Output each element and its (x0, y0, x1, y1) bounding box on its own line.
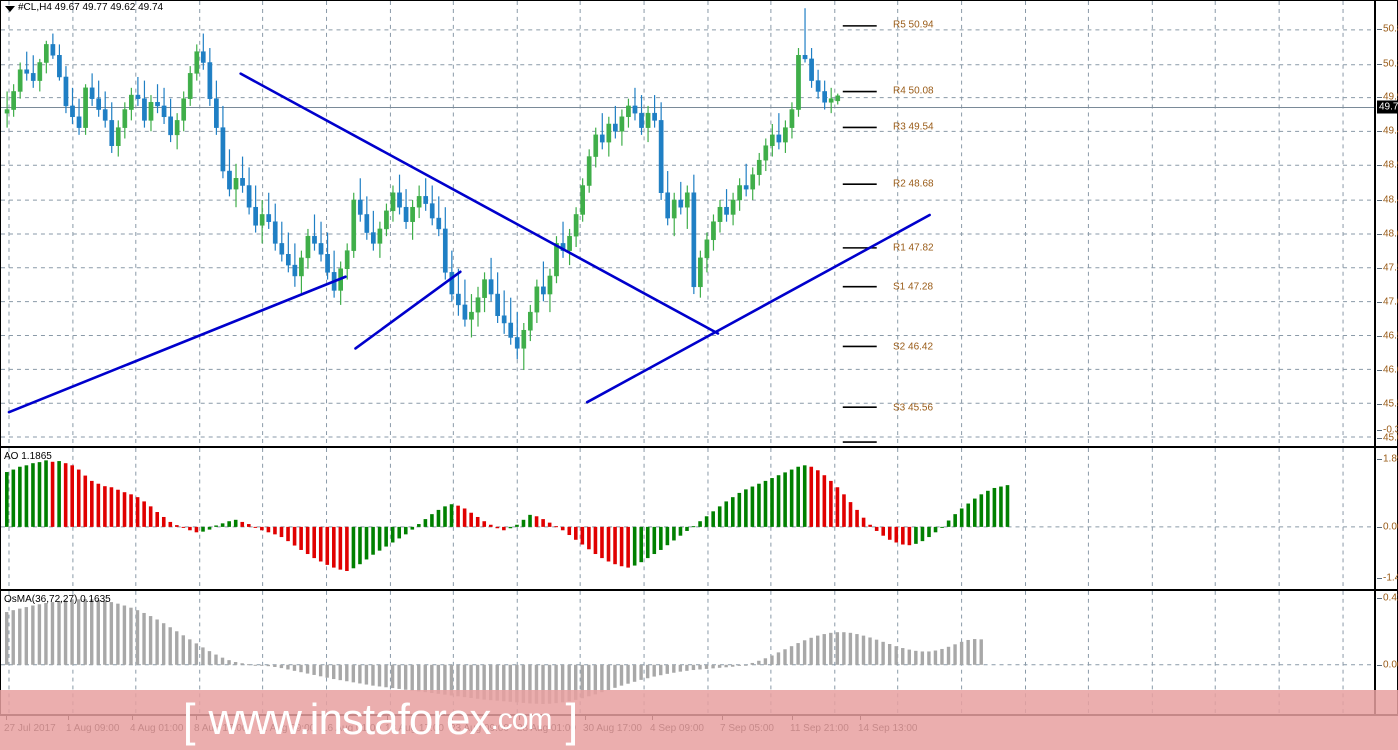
pivot-label-r1: R1 47.82 (893, 242, 934, 254)
axis-tick-mark (1377, 200, 1382, 201)
osma-label: OsMA(36,72,27) 0.1635 (4, 594, 111, 605)
time-tick-mark (519, 716, 520, 720)
axis-tick-mark (1377, 459, 1382, 460)
ao-tick-1: 1.895 (1383, 453, 1398, 465)
pivot-label-s3: S3 45.56 (893, 402, 934, 414)
time-label-13: 14 Sep 13:00 (858, 723, 918, 734)
axis-tick-mark (1377, 404, 1382, 405)
time-tick-mark (452, 716, 453, 720)
pivot-label-r5: R5 50.94 (893, 19, 934, 31)
time-tick-mark (860, 716, 861, 720)
osma-tick-1: 0.00 (1383, 659, 1398, 671)
axis-tick-mark (1377, 29, 1382, 30)
axis-tick-mark (1377, 165, 1382, 166)
price-tick-12: 45.05 (1383, 432, 1398, 444)
time-label-7: 23 Aug 09:00 (450, 723, 509, 734)
price-tick-10: 46.05 (1383, 364, 1398, 376)
osma-plot[interactable] (1, 591, 1374, 714)
pivot-label-s2: S2 46.42 (893, 341, 934, 353)
ao-tick-3: -1.482 (1383, 572, 1398, 584)
time-label-3: 8 Aug 17:00 (194, 723, 248, 734)
price-tick-9: 46.55 (1383, 330, 1398, 342)
time-label-0: 27 Jul 2017 (4, 723, 56, 734)
time-tick-mark (722, 716, 723, 720)
time-tick-mark (6, 716, 7, 720)
pivot-label-r2: R2 48.68 (893, 178, 934, 190)
axis-tick-mark (1377, 430, 1382, 431)
symbol-ohlc-label: #CL,H4 49.67 49.77 49.62 49.74 (18, 2, 164, 13)
ao-indicator-panel[interactable] (0, 447, 1375, 590)
ao-axis[interactable] (1375, 447, 1398, 590)
price-tick-11: 45.55 (1383, 398, 1398, 410)
osma-tick-0: 0.4248 (1383, 592, 1398, 604)
price-tick-8: 47.00 (1383, 296, 1398, 308)
time-label-9: 30 Aug 17:00 (583, 723, 642, 734)
axis-tick-mark (1377, 64, 1382, 65)
pivot-label-r4: R4 50.08 (893, 85, 934, 97)
collapse-triangle-down-icon[interactable] (5, 6, 15, 12)
price-tick-6: 48.00 (1383, 228, 1398, 240)
price-tick-4: 48.95 (1383, 159, 1398, 171)
pivot-label-r3: R3 49.54 (893, 121, 934, 133)
price-tick-7: 47.50 (1383, 262, 1398, 274)
axis-tick-mark (1377, 665, 1382, 666)
time-tick-mark (792, 716, 793, 720)
axis-tick-mark (1377, 370, 1382, 371)
time-label-11: 7 Sep 05:00 (720, 723, 774, 734)
axis-tick-mark (1377, 268, 1382, 269)
time-tick-mark (68, 716, 69, 720)
last-price-badge: 49.74 (1377, 100, 1398, 114)
ao-tick-0: -0.359 (1383, 424, 1398, 436)
osma-indicator-panel[interactable] (0, 590, 1375, 715)
axis-tick-mark (1377, 131, 1382, 132)
time-label-1: 1 Aug 09:00 (66, 723, 120, 734)
axis-tick-mark (1377, 527, 1382, 528)
price-tick-0: 50.85 (1383, 23, 1398, 35)
time-label-2: 4 Aug 01:00 (130, 723, 184, 734)
ao-tick-2: 0.00 (1383, 521, 1398, 533)
axis-tick-mark (1377, 438, 1382, 439)
axis-tick-mark (1377, 302, 1382, 303)
price-plot[interactable] (1, 1, 1374, 446)
time-label-4: 11 Aug 09:00 (257, 723, 316, 734)
price-tick-1: 50.35 (1383, 58, 1398, 70)
time-tick-mark (132, 716, 133, 720)
time-label-8: 28 Aug 01:00 (517, 723, 576, 734)
axis-tick-mark (1377, 97, 1382, 98)
time-label-12: 11 Sep 21:00 (790, 723, 849, 734)
osma-axis[interactable] (1375, 590, 1398, 715)
axis-tick-mark (1377, 578, 1382, 579)
price-tick-5: 48.45 (1383, 194, 1398, 206)
time-label-6: 18 Aug 17:00 (385, 723, 444, 734)
time-tick-mark (324, 716, 325, 720)
time-label-10: 4 Sep 09:00 (650, 723, 704, 734)
time-tick-mark (196, 716, 197, 720)
time-tick-mark (387, 716, 388, 720)
time-label-5: 16 Aug 01:00 (322, 723, 381, 734)
time-tick-mark (259, 716, 260, 720)
pivot-label-s1: S1 47.28 (893, 281, 934, 293)
axis-tick-mark (1377, 598, 1382, 599)
time-tick-mark (585, 716, 586, 720)
axis-tick-mark (1377, 336, 1382, 337)
ao-plot[interactable] (1, 448, 1374, 589)
ao-label: AO 1.1865 (4, 451, 52, 462)
time-tick-mark (652, 716, 653, 720)
price-tick-2: 49.90 (1383, 91, 1398, 103)
price-tick-3: 49.40 (1383, 125, 1398, 137)
price-chart-panel[interactable] (0, 0, 1375, 447)
axis-tick-mark (1377, 234, 1382, 235)
